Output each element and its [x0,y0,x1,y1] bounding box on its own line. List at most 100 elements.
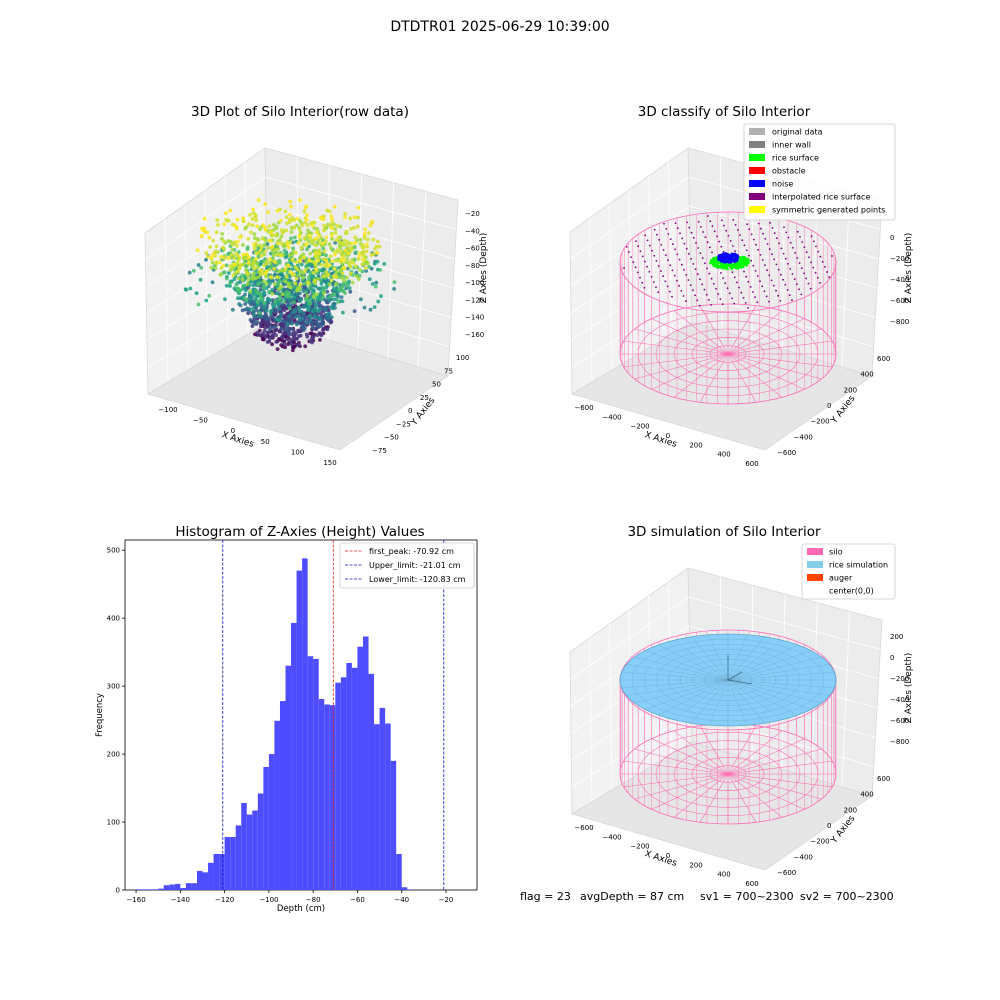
raw-point [313,262,318,267]
interpolated-point [702,231,704,233]
interpolated-point [685,247,688,250]
axis-tick-label: 75 [444,367,453,375]
rice-point [739,258,743,262]
histogram-bar [246,814,253,890]
axis-tick-label: −600 [574,404,593,412]
raw-point [310,239,315,244]
raw-point [324,313,328,317]
raw-x-label: X Axies [220,430,255,450]
rice-point [721,263,725,267]
axis-tick-label: 600 [877,355,890,363]
raw-point [364,266,368,270]
raw-point [303,326,307,330]
raw-z-label: Z Axies (Depth) [479,233,489,304]
raw-point [241,216,246,221]
raw-point [275,291,279,296]
interpolated-point [805,251,808,254]
interpolated-point [695,242,697,244]
raw-point [221,263,226,268]
raw-point [314,230,319,235]
interpolated-point [674,222,677,225]
legend-label: center(0,0) [829,587,874,596]
raw-point [246,277,251,282]
interpolated-point [736,229,739,231]
simulation-title: 3D simulation of Silo Interior [627,524,821,540]
raw-point [274,232,279,237]
panel-raw-data: 3D Plot of Silo Interior(row data) −100−… [144,104,489,467]
raw-point [237,289,241,294]
raw-point [277,294,282,299]
raw-point [256,265,261,270]
raw-point [202,226,207,231]
raw-point [318,278,323,283]
simulation-silo-wireframe [619,629,837,825]
raw-point [279,326,284,330]
interpolated-point [722,277,724,279]
raw-point [278,322,282,327]
raw-point [353,241,358,245]
histogram-bar [196,870,203,890]
raw-point [285,271,290,276]
raw-point [286,331,291,336]
axis-tick-label: 0 [890,654,894,662]
raw-point [336,235,341,240]
interpolated-point [772,284,775,287]
legend-label: Upper_limit: -21.01 cm [369,561,461,570]
raw-point [340,299,345,304]
raw-point [291,334,296,339]
raw-point [270,342,274,347]
interpolated-point [689,284,692,286]
interpolated-point [800,267,803,270]
legend-label: auger [829,574,853,583]
raw-point [362,254,366,258]
raw-point [298,269,303,274]
raw-point [354,250,358,255]
interpolated-point [773,258,776,261]
raw-point [295,288,299,293]
raw-point [275,241,280,246]
interpolated-point [625,246,628,248]
raw-point [268,239,272,243]
interpolated-point [746,223,748,226]
histogram-bar [340,677,347,890]
interpolated-point [720,245,723,248]
raw-point [333,306,337,310]
raw-point [228,284,232,288]
raw-point [324,259,329,264]
raw-point [305,334,310,339]
raw-point [301,275,306,280]
interpolated-point [669,238,672,241]
histogram-x-tick: −20 [439,896,454,904]
raw-point [279,234,284,239]
raw-point [251,207,256,212]
axis-tick-label: −400 [890,276,909,284]
histogram-bar [208,862,214,890]
interpolated-point [791,299,793,302]
interpolated-point [635,240,637,243]
raw-point [255,224,259,229]
raw-point [320,328,325,332]
raw-point [310,340,314,345]
raw-point [216,223,220,227]
raw-point [259,268,264,273]
axis-tick-label: 200 [890,633,903,641]
raw-point [298,299,302,303]
raw-point [262,242,267,247]
axis-tick-label: 600 [745,880,758,888]
raw-point [356,257,361,261]
raw-point [269,308,274,313]
interpolated-point [786,289,789,291]
histogram-bar [263,766,269,890]
raw-point [238,235,243,240]
interpolated-point [704,236,707,239]
interpolated-point [747,307,749,309]
raw-point [253,213,258,218]
raw-point [290,252,294,257]
raw-point [298,238,303,243]
panel-classify-title: 3D classify of Silo Interior [638,104,811,120]
interpolated-point [668,290,671,293]
raw-point [363,227,368,232]
raw-point [292,225,297,230]
histogram-x-tick: −120 [215,896,234,904]
raw-point [284,215,289,220]
